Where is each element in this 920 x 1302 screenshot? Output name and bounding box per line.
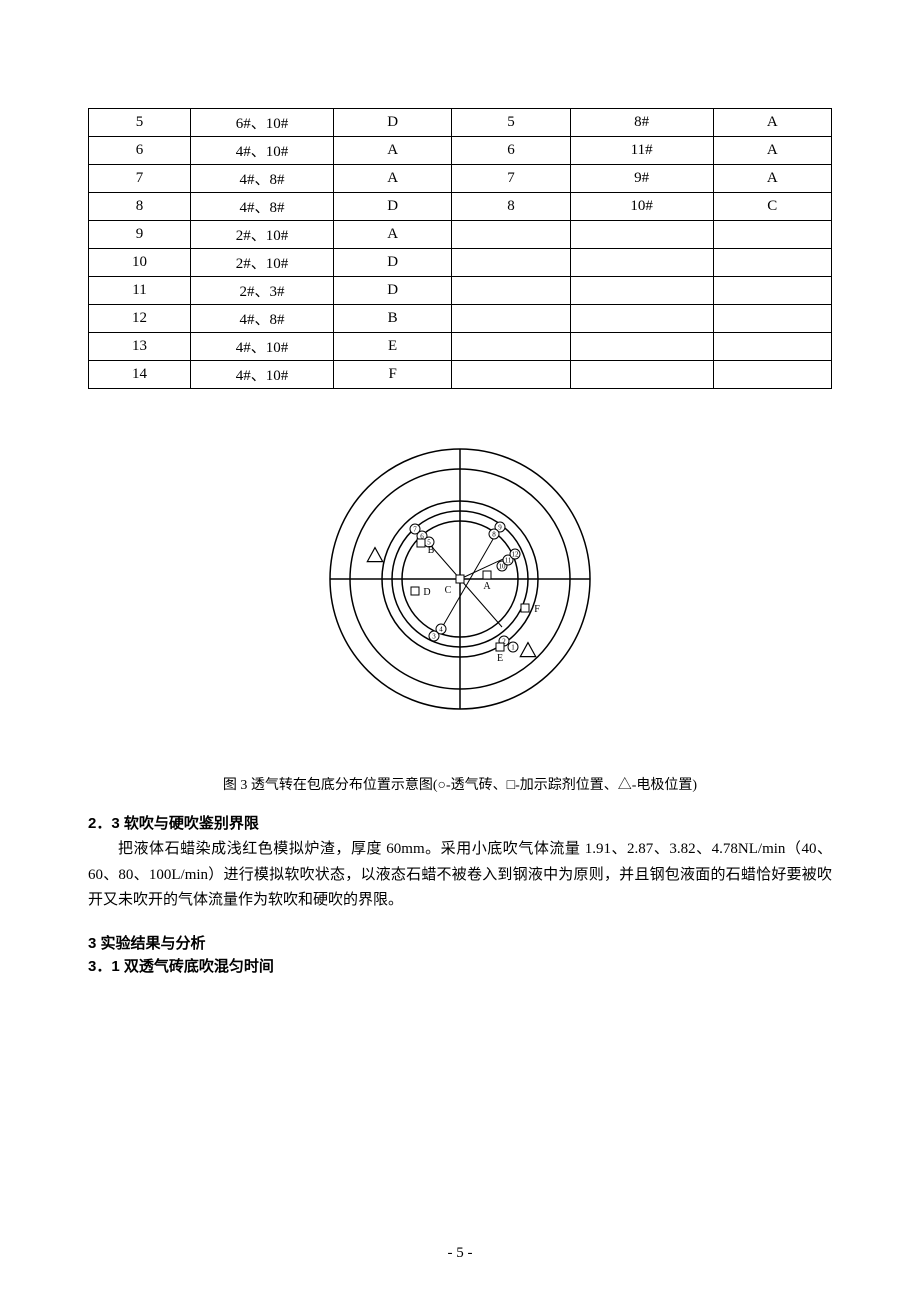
page: 56#、10#D58#A64#、10#A611#A74#、8#A79#A84#、…	[0, 0, 920, 1302]
table-cell: 8#	[570, 109, 713, 137]
table-body: 56#、10#D58#A64#、10#A611#A74#、8#A79#A84#、…	[89, 109, 832, 389]
table-cell: A	[713, 137, 831, 165]
table-row: 102#、10#D	[89, 249, 832, 277]
table-cell: 8	[452, 193, 570, 221]
table-cell	[570, 333, 713, 361]
table-cell	[713, 221, 831, 249]
table-cell: 4#、10#	[191, 137, 334, 165]
table-cell	[452, 333, 570, 361]
table-row: 74#、8#A79#A	[89, 165, 832, 193]
table-row: 92#、10#A	[89, 221, 832, 249]
table-cell	[570, 305, 713, 333]
table-row: 112#、3#D	[89, 277, 832, 305]
section-3-1-heading: 3．1 双透气砖底吹混匀时间	[88, 955, 832, 976]
table-cell: 14	[89, 361, 191, 389]
table-cell: 2#、10#	[191, 221, 334, 249]
table-cell: E	[333, 333, 451, 361]
figure-wrap: 765981011124321BDCAFE 图 3 透气转在包底分布位置示意图(…	[88, 429, 832, 794]
table-cell: 5	[89, 109, 191, 137]
svg-text:9: 9	[498, 524, 502, 532]
svg-text:4: 4	[439, 626, 443, 634]
table-cell: 5	[452, 109, 570, 137]
table-cell: A	[713, 165, 831, 193]
table-cell	[713, 333, 831, 361]
table-cell: 2#、10#	[191, 249, 334, 277]
table-cell: C	[713, 193, 831, 221]
table-cell	[570, 249, 713, 277]
table-cell: 12	[89, 305, 191, 333]
table-cell	[452, 249, 570, 277]
table-cell	[570, 277, 713, 305]
table-cell: 4#、8#	[191, 165, 334, 193]
figure-3-caption: 图 3 透气转在包底分布位置示意图(○-透气砖、□-加示踪剂位置、△-电极位置)	[88, 774, 832, 794]
svg-text:F: F	[534, 604, 540, 615]
section-2-3-paragraph: 把液体石蜡染成浅红色模拟炉渣，厚度 60mm。采用小底吹气体流量 1.91、2.…	[88, 837, 832, 914]
table-cell: A	[333, 165, 451, 193]
table-cell: D	[333, 249, 451, 277]
table-row: 134#、10#E	[89, 333, 832, 361]
table-cell: 7	[89, 165, 191, 193]
section-2-3-heading: 2．3 软吹与硬吹鉴别界限	[88, 812, 832, 833]
table-cell	[713, 305, 831, 333]
table-cell: D	[333, 193, 451, 221]
table-cell: 8	[89, 193, 191, 221]
table-row: 144#、10#F	[89, 361, 832, 389]
table-cell	[713, 361, 831, 389]
svg-text:E: E	[497, 653, 503, 664]
svg-text:3: 3	[432, 633, 436, 641]
table-cell	[452, 305, 570, 333]
page-number: - 5 -	[0, 1245, 920, 1262]
table-cell: 10#	[570, 193, 713, 221]
svg-text:A: A	[483, 581, 491, 592]
table-cell: B	[333, 305, 451, 333]
table-cell	[452, 277, 570, 305]
table-cell: 11	[89, 277, 191, 305]
figure-3-diagram: 765981011124321BDCAFE	[310, 429, 610, 729]
svg-text:D: D	[423, 587, 430, 598]
table-cell	[452, 361, 570, 389]
table-cell: 4#、10#	[191, 333, 334, 361]
table-cell: 4#、8#	[191, 193, 334, 221]
svg-text:7: 7	[413, 526, 417, 534]
table-row: 84#、8#D810#C	[89, 193, 832, 221]
table-cell	[713, 249, 831, 277]
svg-text:C: C	[445, 585, 452, 596]
table-cell: A	[713, 109, 831, 137]
table-cell: 11#	[570, 137, 713, 165]
svg-text:8: 8	[492, 531, 496, 539]
table-cell: 13	[89, 333, 191, 361]
table-cell: D	[333, 109, 451, 137]
section-3-heading: 3 实验结果与分析	[88, 932, 832, 953]
table-cell: F	[333, 361, 451, 389]
table-cell: 6	[89, 137, 191, 165]
table-cell: 2#、3#	[191, 277, 334, 305]
svg-text:1: 1	[511, 644, 515, 652]
table-cell: 4#、10#	[191, 361, 334, 389]
table-cell	[570, 221, 713, 249]
table-cell: 9	[89, 221, 191, 249]
table-row: 64#、10#A611#A	[89, 137, 832, 165]
table-row: 56#、10#D58#A	[89, 109, 832, 137]
table-cell: 10	[89, 249, 191, 277]
table-cell: 7	[452, 165, 570, 193]
table-cell: A	[333, 137, 451, 165]
table-cell: 6#、10#	[191, 109, 334, 137]
table-cell: 4#、8#	[191, 305, 334, 333]
data-table: 56#、10#D58#A64#、10#A611#A74#、8#A79#A84#、…	[88, 108, 832, 389]
table-cell: 6	[452, 137, 570, 165]
svg-text:B: B	[428, 545, 435, 556]
table-cell	[713, 277, 831, 305]
table-cell: A	[333, 221, 451, 249]
table-row: 124#、8#B	[89, 305, 832, 333]
svg-text:12: 12	[512, 551, 520, 559]
table-cell: D	[333, 277, 451, 305]
table-cell: 9#	[570, 165, 713, 193]
table-cell	[452, 221, 570, 249]
table-cell	[570, 361, 713, 389]
